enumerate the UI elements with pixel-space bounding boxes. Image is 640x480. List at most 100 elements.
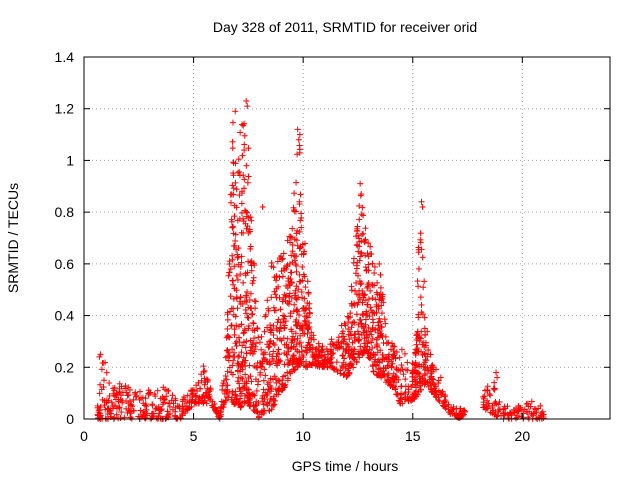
data-point	[276, 378, 283, 385]
data-point	[253, 387, 260, 394]
data-point	[390, 374, 397, 381]
data-point	[286, 368, 293, 375]
data-point	[243, 338, 250, 345]
data-point	[295, 136, 302, 143]
data-point	[378, 332, 385, 339]
data-point	[392, 386, 399, 393]
data-point	[240, 122, 247, 129]
data-point	[508, 412, 515, 419]
data-point	[337, 367, 344, 374]
data-point	[294, 335, 301, 342]
x-tick-label: 5	[190, 428, 198, 444]
data-point	[364, 343, 371, 350]
data-point	[415, 265, 422, 272]
data-point	[412, 387, 419, 394]
data-point	[284, 369, 291, 376]
data-point	[367, 304, 374, 311]
data-point	[346, 369, 353, 376]
data-point	[97, 351, 104, 358]
data-point	[292, 289, 299, 296]
data-point	[482, 406, 489, 413]
data-point	[127, 398, 134, 405]
data-point	[126, 386, 133, 393]
data-point	[229, 256, 236, 263]
data-point	[142, 395, 149, 402]
data-point	[146, 389, 153, 396]
data-point	[425, 383, 432, 390]
data-point	[306, 334, 313, 341]
data-point	[236, 168, 243, 175]
data-point	[264, 324, 271, 331]
data-point	[291, 208, 298, 215]
data-point	[270, 322, 277, 329]
data-point	[229, 362, 236, 369]
data-point	[277, 336, 284, 343]
data-point	[266, 361, 273, 368]
data-point	[270, 376, 277, 383]
data-point	[501, 403, 508, 410]
data-point	[294, 151, 301, 158]
data-point	[368, 331, 375, 338]
data-point	[172, 397, 179, 404]
data-point	[243, 350, 250, 357]
data-point	[311, 358, 318, 365]
data-point	[292, 330, 299, 337]
data-point	[235, 245, 242, 252]
data-point	[289, 241, 296, 248]
data-point	[226, 334, 233, 341]
data-point	[245, 400, 252, 407]
data-point	[236, 368, 243, 375]
data-point	[137, 413, 144, 420]
data-point	[343, 340, 350, 347]
data-point	[250, 274, 257, 281]
data-point	[288, 279, 295, 286]
data-point	[242, 371, 249, 378]
data-point	[244, 269, 251, 276]
data-point	[424, 353, 431, 360]
data-point	[236, 380, 243, 387]
data-point	[398, 383, 405, 390]
data-point	[393, 374, 400, 381]
data-point	[322, 361, 329, 368]
data-point	[152, 405, 159, 412]
data-point	[283, 351, 290, 358]
data-point	[365, 296, 372, 303]
data-point	[204, 385, 211, 392]
data-point	[262, 372, 269, 379]
data-point	[234, 360, 241, 367]
data-point	[237, 374, 244, 381]
data-point	[245, 173, 252, 180]
data-point	[489, 404, 496, 411]
data-point	[359, 204, 366, 211]
data-point	[309, 354, 316, 361]
data-point	[291, 367, 298, 374]
data-point	[375, 322, 382, 329]
data-point	[378, 302, 385, 309]
data-point	[283, 292, 290, 299]
data-point	[490, 385, 497, 392]
data-point	[370, 351, 377, 358]
data-point	[297, 339, 304, 346]
data-point	[353, 311, 360, 318]
data-point	[355, 291, 362, 298]
data-point	[252, 402, 259, 409]
data-point	[277, 306, 284, 313]
data-point	[233, 396, 240, 403]
data-point	[242, 363, 249, 370]
data-points	[94, 97, 547, 422]
data-point	[103, 369, 110, 376]
data-point	[298, 214, 305, 221]
data-point	[283, 265, 290, 272]
data-point	[512, 415, 519, 422]
data-point	[399, 366, 406, 373]
data-point	[378, 324, 385, 331]
data-point	[358, 280, 365, 287]
data-point	[298, 224, 305, 231]
data-point	[418, 348, 425, 355]
data-point	[263, 358, 270, 365]
data-point	[240, 279, 247, 286]
data-point	[294, 308, 301, 315]
data-point	[294, 126, 301, 133]
data-point	[241, 176, 248, 183]
data-point	[351, 300, 358, 307]
